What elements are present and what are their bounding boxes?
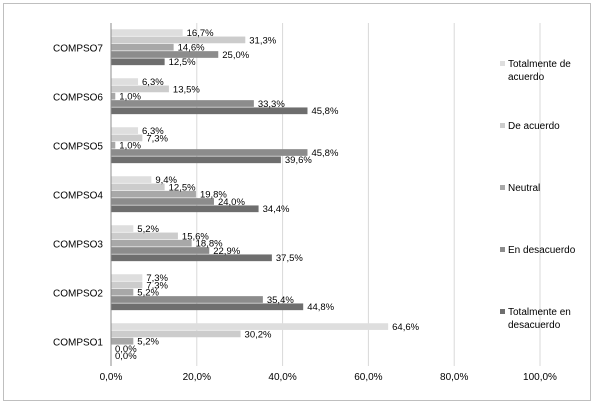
legend-label: acuerdo xyxy=(508,72,545,83)
data-label: 1,0% xyxy=(119,92,141,103)
data-label: 25,0% xyxy=(222,50,249,61)
bar xyxy=(111,107,308,115)
data-label: 19,8% xyxy=(200,190,227,201)
data-label: 0,0% xyxy=(115,344,137,355)
data-label: 6,3% xyxy=(142,126,164,137)
data-label: 31,3% xyxy=(249,35,276,46)
legend: Totalmente de acuerdo De acuerdo Neutral En … xyxy=(500,59,576,331)
legend-swatch xyxy=(500,309,505,314)
legend-label: desacuerdo xyxy=(508,320,561,331)
data-label: 44,8% xyxy=(307,302,334,313)
bar xyxy=(111,303,304,311)
bar xyxy=(111,43,174,51)
data-label: 18,8% xyxy=(196,239,223,250)
bar xyxy=(111,149,308,156)
bar xyxy=(111,254,272,262)
legend-swatch xyxy=(500,185,505,190)
category-label: COMPSO2 xyxy=(53,289,103,300)
data-label: 39,6% xyxy=(285,155,312,166)
bar xyxy=(111,176,152,183)
data-label: 12,5% xyxy=(169,182,196,193)
bar xyxy=(111,51,219,58)
bar xyxy=(111,156,281,164)
bar xyxy=(111,232,178,240)
bar xyxy=(111,78,139,85)
data-label: 12,5% xyxy=(169,57,196,68)
data-label: 7,3% xyxy=(146,133,168,144)
bar xyxy=(111,323,389,330)
legend-swatch xyxy=(500,123,505,128)
legend-label: Totalmente en xyxy=(508,307,571,318)
data-label: 13,5% xyxy=(173,84,200,95)
bar xyxy=(111,141,116,149)
data-label: 22,9% xyxy=(213,246,240,257)
data-label: 37,5% xyxy=(276,253,303,264)
bar xyxy=(111,92,116,100)
x-tick-label: 80,0% xyxy=(440,372,468,383)
data-label: 24,0% xyxy=(218,197,245,208)
category-label: COMPSO1 xyxy=(53,338,103,349)
bar xyxy=(111,288,134,296)
bar xyxy=(111,29,183,36)
category-label: COMPSO3 xyxy=(53,240,103,251)
data-label: 14,6% xyxy=(178,43,205,54)
data-label: 6,3% xyxy=(142,77,164,88)
bar xyxy=(111,274,143,281)
bar xyxy=(111,198,214,205)
bars xyxy=(111,29,389,345)
bar xyxy=(111,225,134,232)
bar xyxy=(111,100,254,107)
data-label: 45,8% xyxy=(311,148,338,159)
bar xyxy=(111,239,192,247)
legend-label: Neutral xyxy=(508,183,540,194)
category-label: COMPSO6 xyxy=(53,93,103,104)
x-tick-label: 60,0% xyxy=(354,372,382,383)
data-label: 5,2% xyxy=(137,288,159,299)
category-label: COMPSO7 xyxy=(53,44,103,55)
axes: 0,0% 20,0% 40,0% 60,0% 80,0% 100,0% COMPSO1 COM… xyxy=(53,23,557,383)
x-tick-label: 20,0% xyxy=(183,372,211,383)
bar xyxy=(111,183,165,191)
data-label: 45,8% xyxy=(311,106,338,117)
data-label: 16,7% xyxy=(187,28,214,39)
data-label: 34,4% xyxy=(263,204,290,215)
category-label: COMPSO4 xyxy=(53,191,103,202)
bar xyxy=(111,337,134,345)
bar xyxy=(111,36,246,44)
bar xyxy=(111,205,259,213)
bar xyxy=(111,127,139,134)
legend-label: Totalmente de xyxy=(508,59,571,70)
data-label: 7,3% xyxy=(146,280,168,291)
bar xyxy=(111,330,241,338)
data-label: 5,2% xyxy=(137,224,159,235)
data-label: 30,2% xyxy=(245,329,272,340)
data-label: 33,3% xyxy=(258,99,285,110)
data-label: 35,4% xyxy=(267,295,294,306)
data-label: 5,2% xyxy=(137,337,159,348)
x-tick-label: 100,0% xyxy=(523,372,557,383)
bar xyxy=(111,58,165,66)
bar xyxy=(111,296,263,303)
x-tick-label: 0,0% xyxy=(100,372,123,383)
bar xyxy=(111,134,143,142)
legend-swatch xyxy=(500,61,505,66)
chart-frame xyxy=(3,3,591,401)
data-label: 7,3% xyxy=(146,273,168,284)
bar xyxy=(111,281,143,289)
data-label: 9,4% xyxy=(155,175,177,186)
legend-label: De acuerdo xyxy=(508,121,560,132)
x-tick-label: 40,0% xyxy=(268,372,296,383)
category-label: COMPSO5 xyxy=(53,142,103,153)
bar xyxy=(111,247,210,254)
legend-label: En desacuerdo xyxy=(508,245,576,256)
data-label: 1,0% xyxy=(119,141,141,152)
data-label: 0,0% xyxy=(115,351,137,362)
data-label: 64,6% xyxy=(392,322,419,333)
bar xyxy=(111,85,169,93)
data-labels: 64,6%30,2%5,2%0,0%0,0%7,3%7,3%5,2%35,4%4… xyxy=(115,28,420,362)
legend-swatch xyxy=(500,247,505,252)
data-label: 15,6% xyxy=(182,231,209,242)
bar xyxy=(111,190,196,198)
